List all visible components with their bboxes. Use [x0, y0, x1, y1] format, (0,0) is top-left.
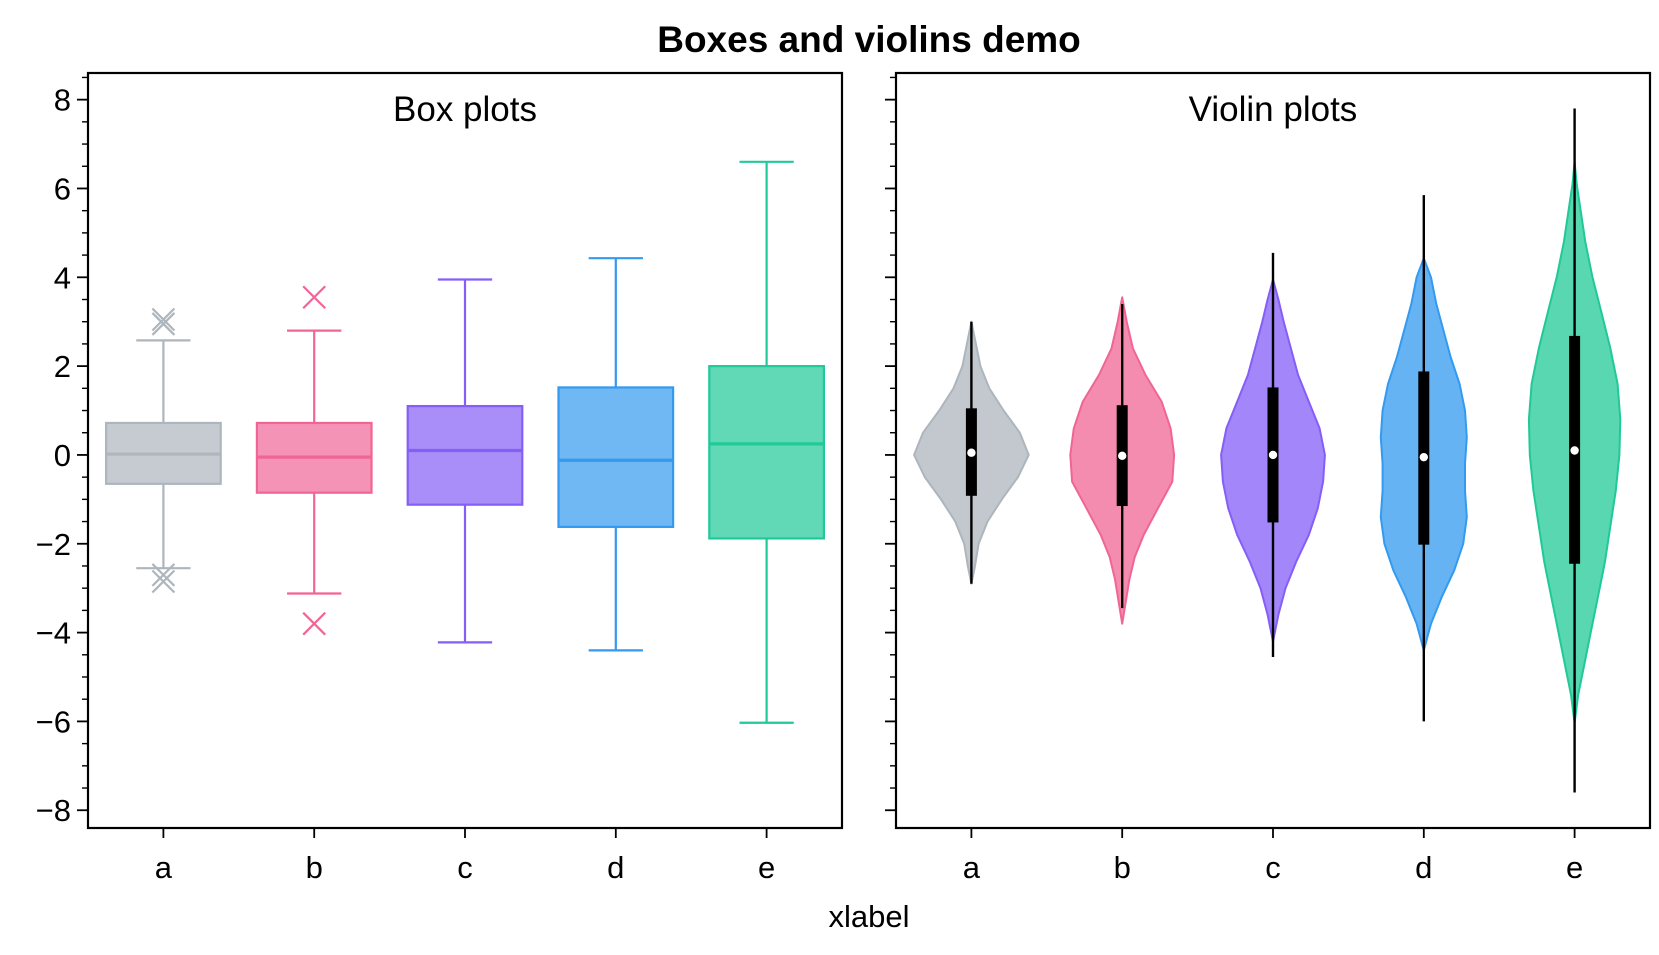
y-tick-label: 6 — [54, 171, 71, 206]
box-outlier — [151, 307, 176, 332]
y-tick-label: 2 — [54, 349, 71, 384]
violin-center-point — [1118, 451, 1127, 461]
panel-title: Violin plots — [1189, 90, 1358, 129]
violin-center-point — [1570, 446, 1579, 455]
x-tick-label: e — [1566, 850, 1583, 885]
panel-title: Box plots — [393, 90, 537, 129]
y-tick-label: 0 — [54, 438, 71, 473]
x-tick-label: d — [1415, 850, 1432, 885]
box-body — [708, 365, 826, 540]
box-outlier — [302, 611, 326, 636]
y-tick-label: 8 — [54, 83, 71, 118]
y-tick-label: 4 — [54, 260, 71, 295]
x-tick-label: b — [306, 850, 323, 885]
box-body — [557, 386, 675, 528]
x-tick-label: e — [758, 850, 775, 885]
box-outlier — [302, 285, 326, 310]
y-tick-label: −8 — [36, 793, 71, 828]
violin-plot-panel: a b c d e Violin plots — [885, 71, 1652, 885]
box-outlier — [151, 569, 176, 594]
violin-center-point — [967, 448, 976, 457]
box-outlier — [151, 312, 176, 336]
y-tick-label: −4 — [36, 616, 71, 651]
x-axis-label: xlabel — [829, 899, 910, 934]
box-outlier — [151, 563, 176, 587]
box-plot-panel: −8 −6 −4 −2 0 2 4 6 8 a b c d e Box plots — [36, 71, 844, 885]
x-tick-label: d — [607, 850, 624, 885]
violin-center-point — [1268, 450, 1278, 460]
violin-center-point — [1419, 452, 1429, 462]
x-tick-label: c — [1265, 850, 1281, 885]
x-tick-label: a — [963, 850, 981, 885]
x-tick-label: a — [155, 850, 173, 885]
y-tick-label: −2 — [36, 527, 71, 562]
x-tick-label: c — [457, 850, 473, 885]
box-body — [406, 404, 524, 506]
x-tick-label: b — [1114, 850, 1131, 885]
figure-title: Boxes and violins demo — [657, 19, 1081, 60]
y-tick-label: −6 — [36, 704, 71, 739]
